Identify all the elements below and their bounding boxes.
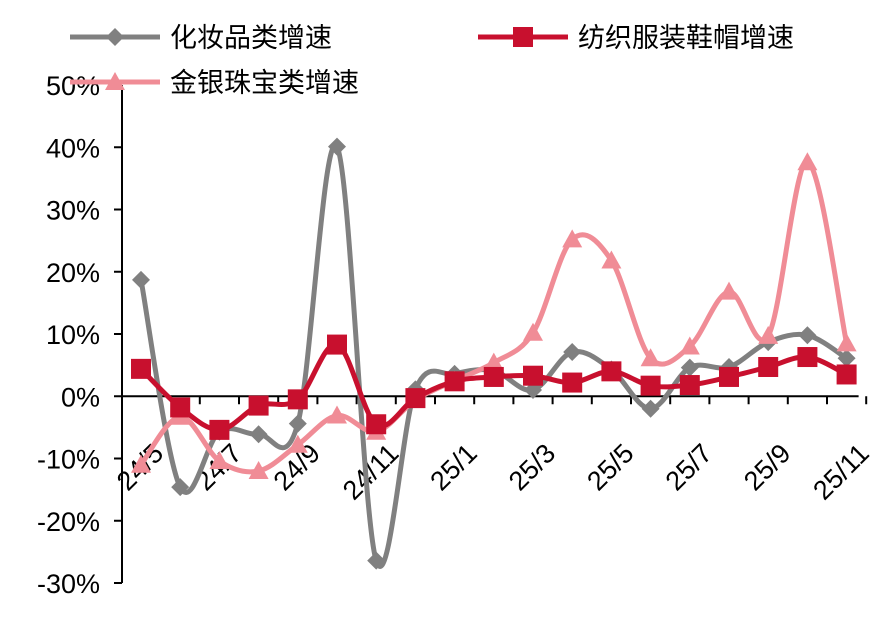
- x-tick-label: 25/11: [807, 438, 875, 506]
- series-2-point: [758, 356, 779, 377]
- series-1-point: [132, 270, 150, 289]
- series-3-point: [719, 281, 739, 300]
- series-3-point: [601, 250, 622, 269]
- series-2-point: [523, 365, 543, 386]
- series-3-point: [523, 322, 543, 341]
- series-2-point: [209, 419, 230, 440]
- series-3-point: [483, 352, 504, 371]
- series-3-point: [679, 336, 700, 355]
- series-1-point: [563, 343, 582, 362]
- series-1-point: [328, 137, 346, 156]
- series-2-point: [405, 388, 426, 409]
- x-tick-label: 25/3: [503, 438, 561, 496]
- series-3-point: [327, 405, 347, 424]
- series-2-point: [797, 347, 818, 368]
- legend-marker: [105, 72, 125, 90]
- series-3-point: [248, 460, 269, 479]
- y-tick-label: -20%: [37, 507, 100, 537]
- legend-label: 纺织服装鞋帽增速: [578, 23, 794, 54]
- series-1-point: [798, 326, 817, 345]
- series-3-point: [209, 450, 230, 469]
- y-tick-label: 0%: [61, 382, 100, 412]
- y-tick-label: 20%: [46, 258, 100, 288]
- legend-marker: [513, 27, 533, 47]
- series-3-point: [836, 333, 857, 352]
- series-2-point: [170, 397, 191, 418]
- series-1-point: [680, 358, 699, 377]
- y-tick-label: 30%: [46, 196, 100, 226]
- series-2-point: [836, 364, 857, 385]
- y-tick-label: -10%: [37, 445, 100, 475]
- series-2-point: [601, 361, 622, 382]
- series-3-point: [640, 348, 661, 367]
- series-2-point: [131, 358, 151, 379]
- legend-label: 金银珠宝类增速: [170, 68, 359, 99]
- series-1-point: [837, 349, 856, 368]
- series-1-point: [249, 425, 268, 444]
- series-1-point: [367, 551, 386, 570]
- series-3-point: [562, 229, 583, 248]
- series-1-point: [288, 414, 307, 433]
- series-2-point: [287, 389, 308, 410]
- series-1-point: [171, 478, 190, 497]
- series-2-point: [679, 375, 700, 396]
- series-3-point: [797, 152, 818, 171]
- series-2-point: [719, 366, 739, 387]
- x-tick-label: 25/7: [660, 438, 718, 496]
- series-3-point: [758, 325, 779, 344]
- y-tick-label: 40%: [46, 133, 100, 163]
- series-1-point: [641, 399, 660, 418]
- y-tick-label: 50%: [46, 71, 100, 101]
- series-3-point: [131, 454, 151, 473]
- legend-marker: [106, 28, 124, 46]
- series-3-line: [138, 159, 850, 475]
- series-2-point: [366, 414, 387, 435]
- x-tick-label: 25/9: [738, 438, 796, 496]
- y-tick-label: -30%: [37, 569, 100, 599]
- series-2-point: [483, 366, 504, 387]
- series-2-point: [327, 334, 347, 355]
- series-2-point: [444, 371, 465, 392]
- series-3-point: [287, 434, 308, 453]
- y-tick-label: 10%: [46, 320, 100, 350]
- x-tick-label: 25/1: [424, 438, 482, 496]
- series-2-point: [640, 375, 661, 396]
- series-2-point: [562, 372, 583, 393]
- x-tick-label: 25/5: [581, 438, 639, 496]
- legend-label: 化妆品类增速: [170, 23, 332, 54]
- series-2-point: [248, 395, 269, 416]
